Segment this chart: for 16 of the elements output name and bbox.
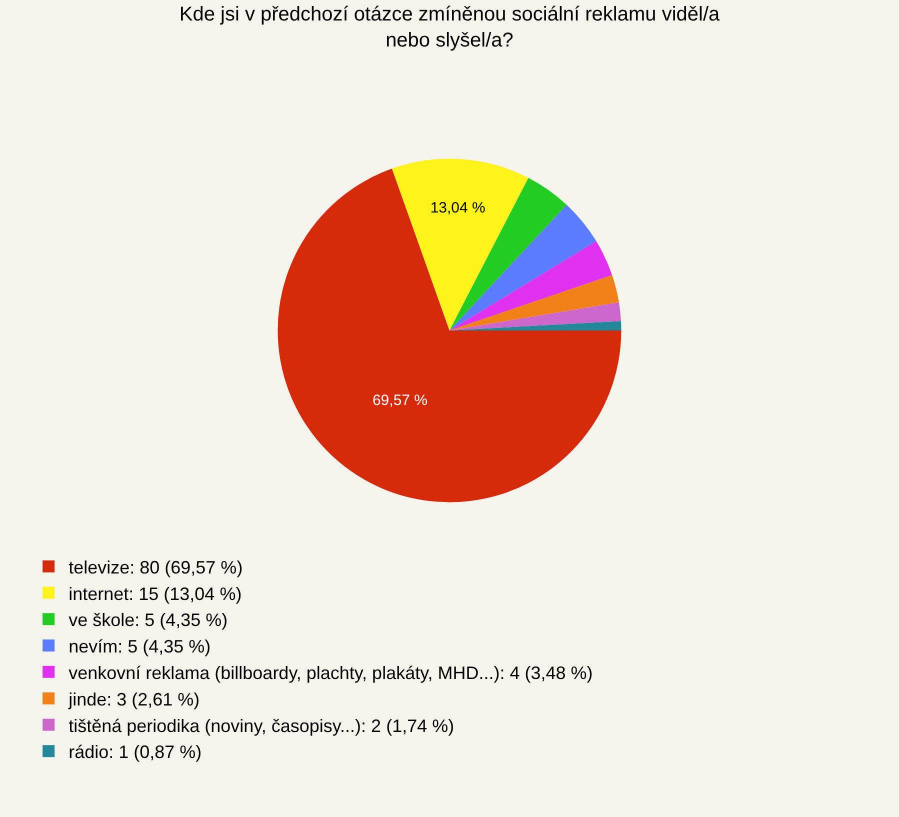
- legend-label: venkovní reklama (billboardy, plachty, plakáty, MHD...): 4 (3,48 %): [68, 662, 593, 683]
- pie-slice: [450, 241, 612, 330]
- legend-label: rádio: 1 (0,87 %): [68, 742, 202, 762]
- pie-slice: [450, 302, 621, 330]
- legend-label: tištěná periodika (noviny, časopisy...): 2 (1,74 %): [68, 716, 454, 736]
- legend-label: televize: 80 (69,57 %): [68, 557, 243, 578]
- legend-label: jinde: 3 (2,61 %): [68, 689, 200, 710]
- data-label: 13,04 %: [430, 199, 486, 216]
- chart-title: Kde jsi v předchozí otázce zmíněnou sociální reklamu viděl/a nebo slyšel/a?: [179, 3, 721, 52]
- legend-label: ve škole: 5 (4,35 %): [68, 610, 228, 630]
- data-label: 69,57 %: [372, 392, 428, 410]
- pie-slice: [450, 275, 619, 330]
- pie-slice: [392, 158, 528, 330]
- legend-label: nevím: 5 (4,35 %): [68, 636, 211, 657]
- pie-slice: [278, 168, 622, 502]
- legend-label: internet: 15 (13,04 %): [68, 584, 242, 604]
